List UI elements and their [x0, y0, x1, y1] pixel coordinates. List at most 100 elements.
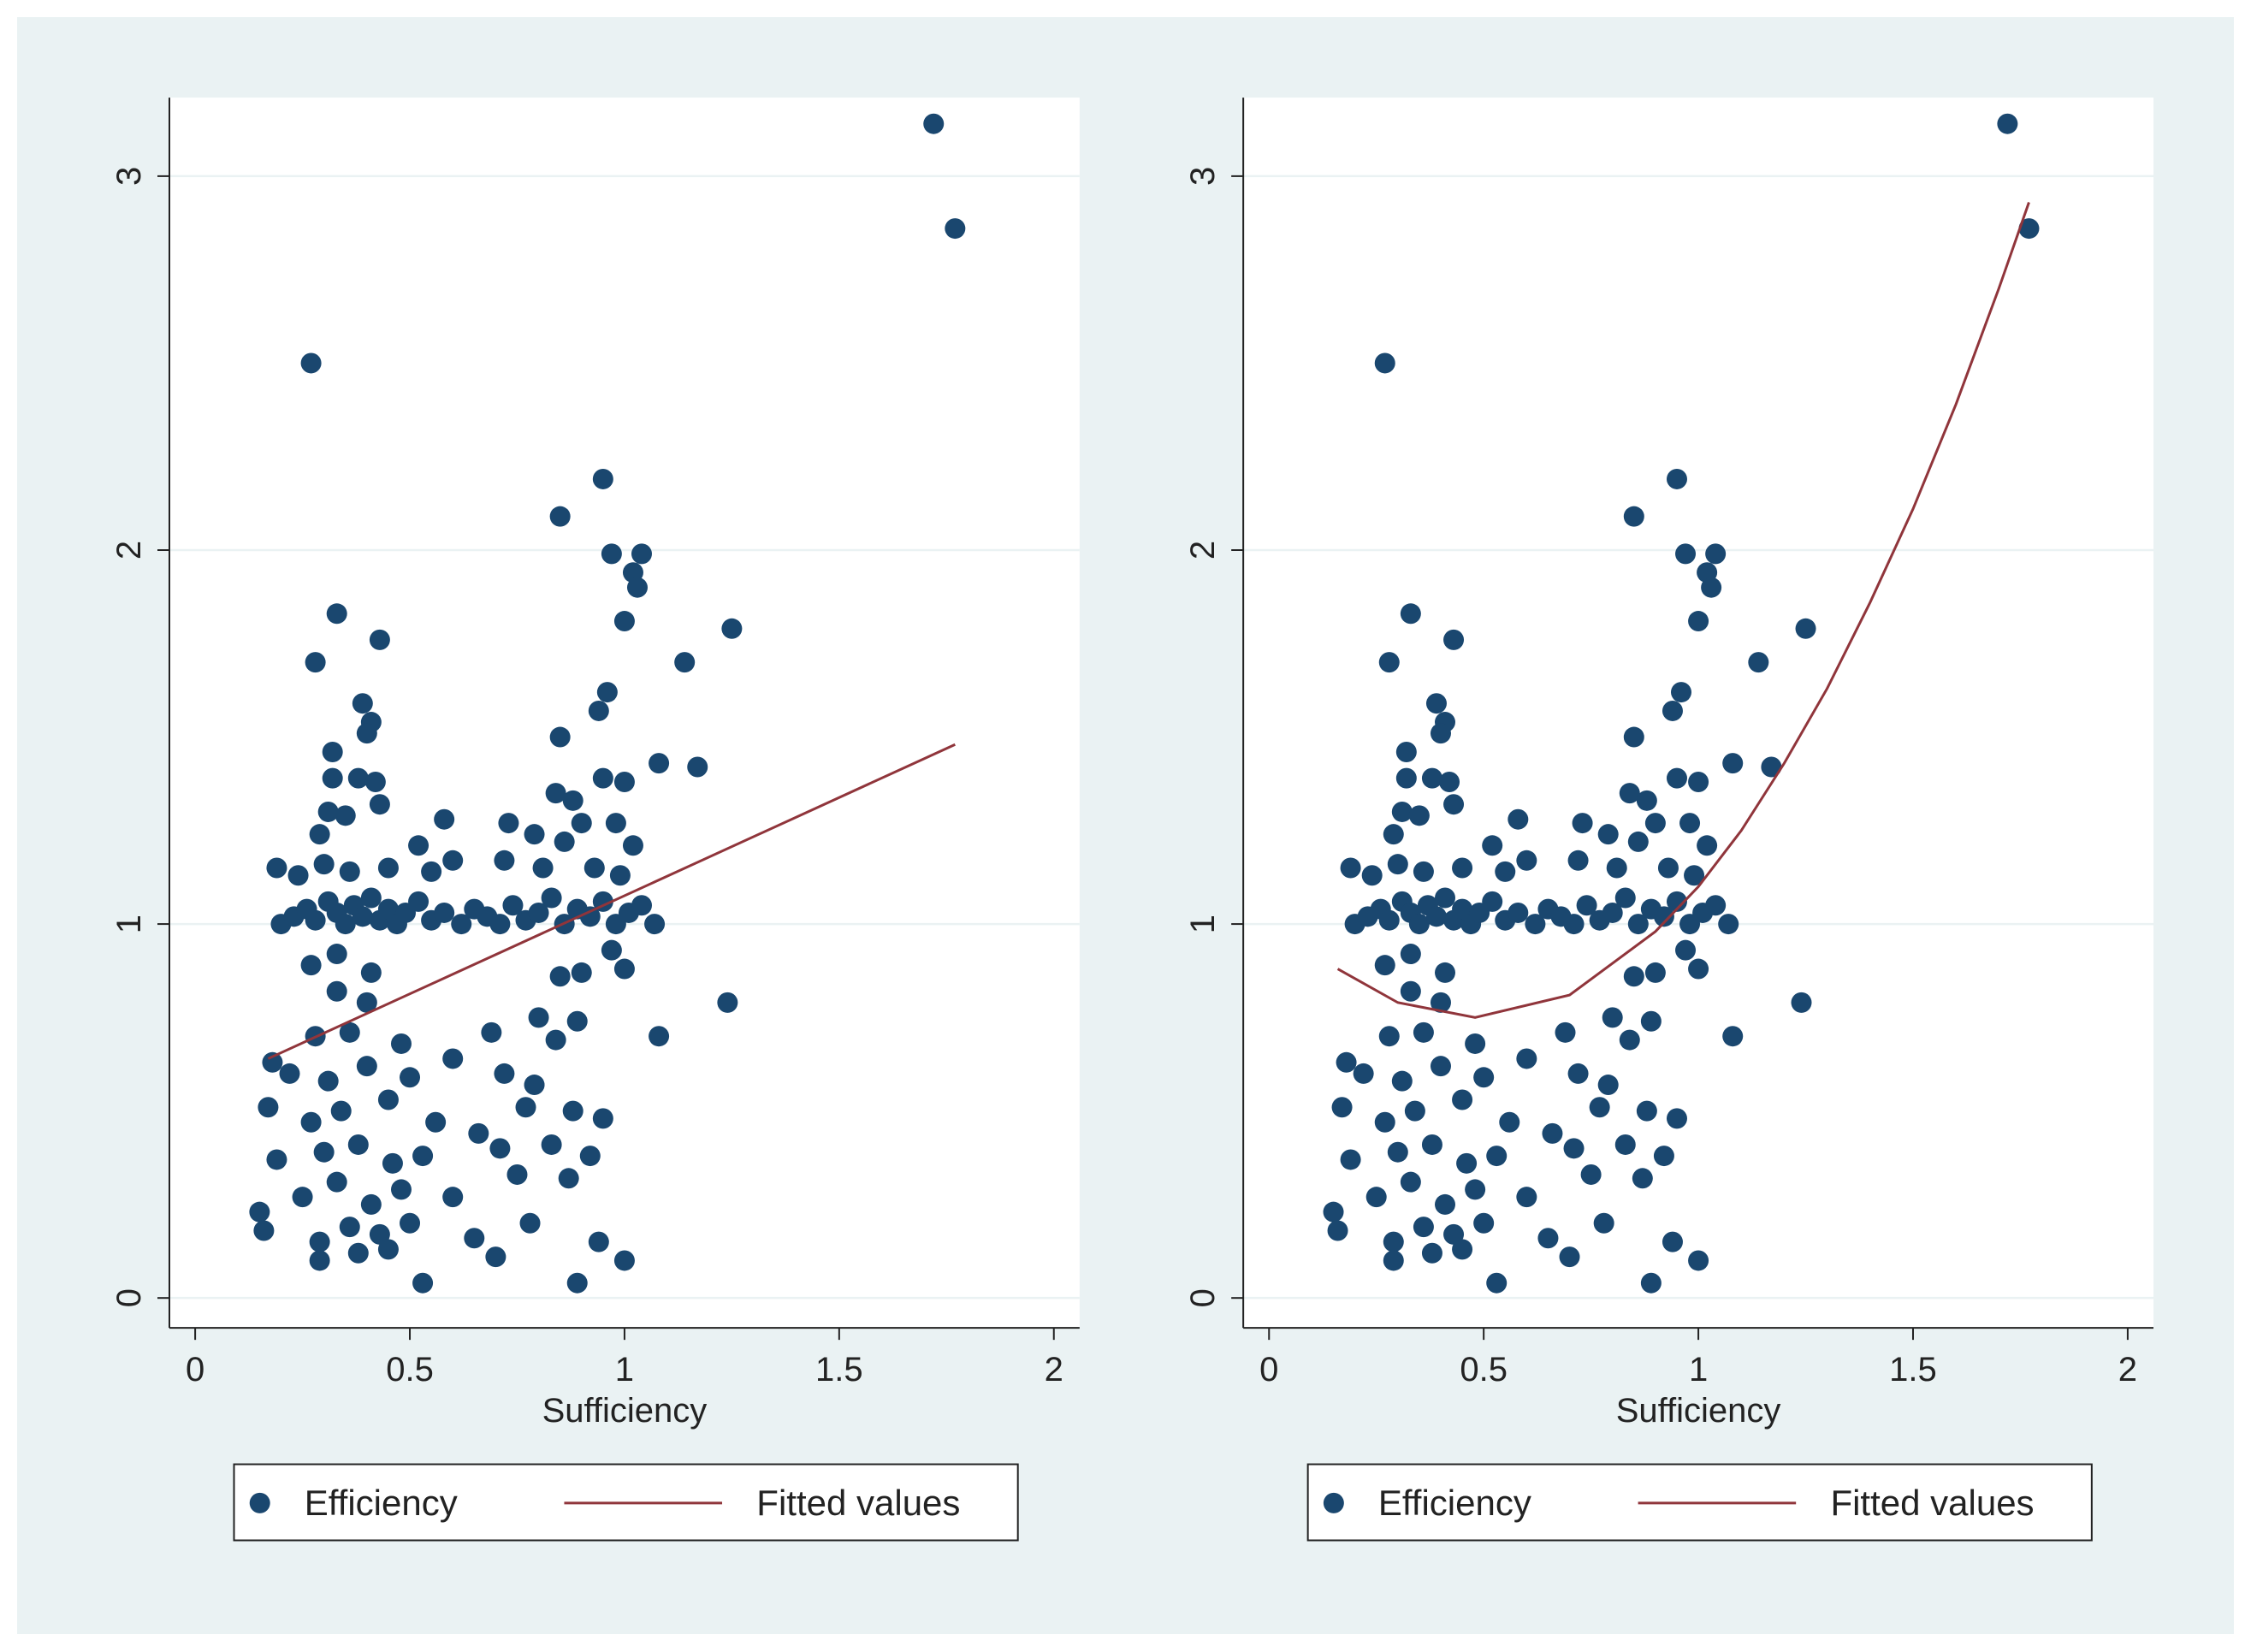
scatter-point: [1395, 742, 1417, 763]
scatter-point: [1391, 1070, 1413, 1092]
scatter-point: [326, 944, 347, 965]
scatter-point: [300, 1111, 322, 1133]
scatter-point: [1425, 906, 1447, 927]
scatter-point: [1684, 865, 1705, 886]
scatter-point: [412, 1272, 434, 1294]
legend-marker: [249, 1492, 270, 1513]
scatter-point: [1567, 850, 1589, 871]
scatter-point: [442, 850, 464, 871]
scatter-point: [1378, 909, 1400, 931]
legend-marker: [1323, 1492, 1344, 1513]
x-tick-label: 2: [2118, 1351, 2137, 1389]
scatter-point: [335, 914, 356, 935]
scatter-point: [1374, 352, 1395, 374]
scatter-point: [1435, 962, 1456, 983]
scatter-point: [1421, 1134, 1442, 1155]
scatter-point: [1473, 1212, 1495, 1234]
scatter-point: [1383, 1231, 1404, 1252]
scatter-point: [309, 1231, 330, 1252]
scatter-point: [1365, 1187, 1387, 1208]
scatter-point: [1430, 723, 1451, 744]
scatter-point: [1580, 1164, 1602, 1185]
scatter-point: [1430, 992, 1451, 1013]
scatter-point: [464, 1228, 485, 1249]
legend-label: Fitted values: [756, 1483, 960, 1523]
scatter-point: [592, 1108, 613, 1129]
scatter-point: [1482, 891, 1503, 912]
scatter-point: [1452, 898, 1473, 920]
scatter-point: [519, 1212, 541, 1234]
scatter-point: [579, 906, 601, 927]
scatter-point: [364, 771, 386, 792]
scatter-point: [377, 857, 399, 879]
scatter-point: [1640, 1272, 1662, 1294]
scatter-point: [1374, 955, 1395, 976]
scatter-point: [1439, 771, 1460, 792]
scatter-point: [451, 914, 472, 935]
scatter-point: [1430, 1056, 1451, 1077]
scatter-point: [1516, 1048, 1537, 1069]
scatter-point: [1413, 861, 1434, 882]
scatter-point: [339, 1217, 360, 1238]
scatter-point: [945, 218, 966, 240]
scatter-point: [498, 813, 519, 834]
fitted-line: [1336, 201, 2030, 1019]
scatter-point: [1452, 1239, 1473, 1260]
scatter-point: [266, 1149, 287, 1170]
scatter-point: [326, 980, 347, 1002]
x-tick-label: 0: [1259, 1351, 1278, 1389]
scatter-point: [1400, 944, 1421, 965]
scatter-point: [1567, 1063, 1589, 1084]
scatter-point: [481, 1021, 502, 1043]
x-axis-label: Sufficiency: [542, 1392, 708, 1430]
scatter-point: [721, 618, 743, 639]
scatter-point: [347, 1134, 369, 1155]
scatter-point: [300, 352, 322, 374]
scatter-point: [1697, 835, 1718, 856]
legend-label: Fitted values: [1830, 1483, 2034, 1523]
scatter-point: [253, 1220, 275, 1241]
scatter-point: [390, 1033, 412, 1054]
scatter-point: [631, 895, 653, 916]
scatter-point: [266, 857, 287, 879]
scatter-point: [1383, 1250, 1404, 1271]
scatter-point: [322, 742, 343, 763]
scatter-point: [605, 813, 626, 834]
scatter-point: [356, 1056, 377, 1077]
scatter-point: [1400, 603, 1421, 625]
scatter-point: [1705, 895, 1727, 916]
scatter-point: [1421, 767, 1442, 789]
scatter-point: [317, 801, 339, 822]
scatter-point: [1597, 1075, 1619, 1096]
scatter-point: [1662, 1231, 1683, 1252]
scatter-point: [528, 902, 549, 923]
scatter-point: [377, 1239, 399, 1260]
scatter-point: [390, 1179, 412, 1200]
y-tick-label: 1: [1184, 915, 1222, 933]
scatter-point: [412, 1146, 434, 1167]
scatter-point: [1378, 652, 1400, 673]
scatter-point: [434, 808, 455, 830]
scatter-point: [1443, 1223, 1465, 1245]
scatter-point: [1435, 887, 1456, 909]
scatter-point: [292, 1187, 313, 1208]
scatter-point: [613, 611, 635, 632]
y-tick-label: 1: [110, 915, 148, 933]
scatter-point: [1597, 824, 1619, 845]
y-tick-label: 3: [110, 167, 148, 186]
scatter-point: [1701, 577, 1722, 598]
scatter-point: [369, 1223, 390, 1245]
scatter-point: [1408, 805, 1430, 826]
scatter-point: [442, 1048, 464, 1069]
y-tick-label: 3: [1184, 167, 1222, 186]
scatter-point: [377, 1089, 399, 1110]
scatter-point: [489, 1138, 511, 1159]
scatter-point: [1623, 726, 1644, 748]
scatter-point: [360, 887, 382, 909]
scatter-point: [566, 1010, 588, 1032]
scatter-point: [468, 1122, 489, 1144]
scatter-point: [400, 1067, 421, 1088]
scatter-point: [1653, 906, 1674, 927]
scatter-point: [494, 1063, 515, 1084]
fitted-line: [267, 743, 956, 1060]
